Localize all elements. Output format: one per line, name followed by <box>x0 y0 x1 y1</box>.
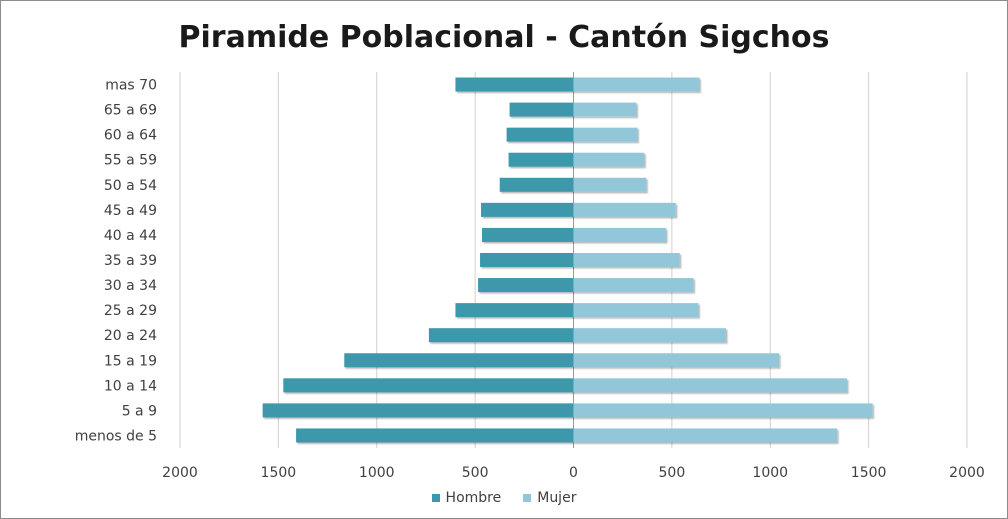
legend-label-mujer: Mujer <box>537 490 577 506</box>
x-tick-label: 1500 <box>261 465 297 481</box>
category-label: 65 a 69 <box>104 103 157 119</box>
category-label: 55 a 59 <box>104 153 157 169</box>
x-tick-label: 1000 <box>359 465 395 481</box>
category-label: 50 a 54 <box>104 178 157 194</box>
x-tick-label: 500 <box>659 465 686 481</box>
bar-hombre-14 <box>455 77 574 92</box>
bar-mujer-13 <box>573 102 637 117</box>
chart-title: Piramide Poblacional - Cantón Sigchos <box>178 20 830 55</box>
bar-hombre-7 <box>480 252 574 268</box>
bar-mujer-3 <box>573 353 780 368</box>
bar-hombre-0 <box>296 428 574 443</box>
bar-mujer-9 <box>573 202 676 217</box>
bar-hombre-11 <box>508 152 574 167</box>
bar-mujer-4 <box>573 328 726 343</box>
category-label: 60 a 64 <box>104 128 157 144</box>
category-label: 10 a 14 <box>104 378 157 394</box>
legend-label-hombre: Hombre <box>445 490 502 506</box>
legend-swatch-hombre <box>431 494 440 502</box>
x-tick-label: 2000 <box>162 465 198 481</box>
category-label: 35 a 39 <box>104 253 157 269</box>
category-label: menos de 5 <box>75 428 157 444</box>
legend-swatch-mujer <box>523 494 532 502</box>
bar-hombre-4 <box>428 328 574 343</box>
x-tick-label: 2000 <box>949 465 985 481</box>
category-label: 25 a 29 <box>104 303 157 319</box>
bar-hombre-8 <box>482 227 574 242</box>
category-label: 15 a 19 <box>104 353 157 369</box>
bar-hombre-2 <box>283 378 574 393</box>
bar-hombre-5 <box>455 303 574 318</box>
bar-mujer-2 <box>573 378 847 393</box>
category-label: 20 a 24 <box>104 328 157 344</box>
legend-item-mujer: Mujer <box>523 490 576 506</box>
bar-hombre-9 <box>481 202 574 217</box>
bar-hombre-13 <box>509 102 574 117</box>
bar-mujer-14 <box>573 77 700 92</box>
chart-legend: Hombre Mujer <box>0 490 1008 506</box>
bar-mujer-11 <box>573 152 645 167</box>
bar-mujer-12 <box>573 127 638 142</box>
bar-mujer-6 <box>573 278 694 293</box>
x-tick-label: 1500 <box>851 465 887 481</box>
bar-mujer-7 <box>573 252 680 268</box>
x-tick-label: 1000 <box>752 465 788 481</box>
bar-hombre-3 <box>344 353 574 368</box>
category-label: mas 70 <box>105 78 157 94</box>
bar-mujer-1 <box>573 403 873 418</box>
bar-mujer-10 <box>573 177 647 192</box>
legend-item-hombre: Hombre <box>431 490 502 506</box>
category-label: 30 a 34 <box>104 278 157 294</box>
category-label: 5 a 9 <box>122 403 157 419</box>
bar-mujer-8 <box>573 227 666 242</box>
bar-hombre-6 <box>478 278 574 293</box>
x-tick-label: 500 <box>462 465 489 481</box>
x-tick-label: 0 <box>569 465 578 481</box>
bar-hombre-10 <box>499 177 574 192</box>
bar-hombre-12 <box>506 127 574 142</box>
bar-mujer-5 <box>573 303 699 318</box>
bar-hombre-1 <box>262 403 574 418</box>
category-label: 45 a 49 <box>104 203 157 219</box>
bar-mujer-0 <box>573 428 838 443</box>
category-label: 40 a 44 <box>104 228 157 244</box>
